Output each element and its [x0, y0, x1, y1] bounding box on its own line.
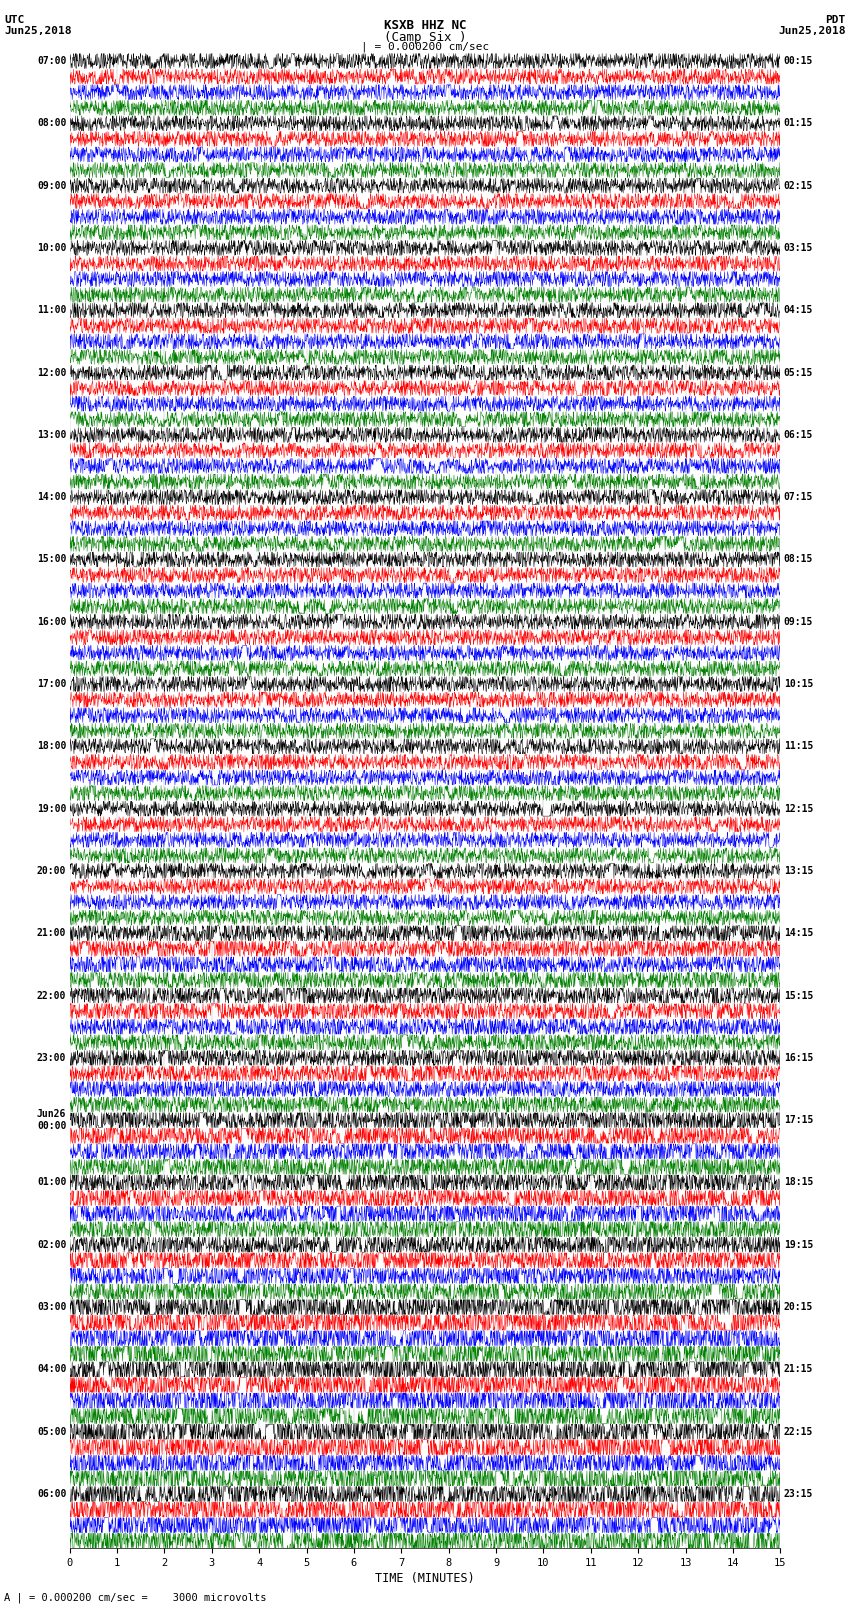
Text: 14:00: 14:00 — [37, 492, 66, 502]
Text: 10:00: 10:00 — [37, 244, 66, 253]
Text: 09:15: 09:15 — [784, 616, 813, 627]
Text: Jun25,2018: Jun25,2018 — [779, 26, 846, 35]
Text: Jun25,2018: Jun25,2018 — [4, 26, 71, 35]
Text: 20:00: 20:00 — [37, 866, 66, 876]
Text: 19:00: 19:00 — [37, 803, 66, 813]
Text: (Camp Six ): (Camp Six ) — [383, 31, 467, 44]
Text: 19:15: 19:15 — [784, 1240, 813, 1250]
X-axis label: TIME (MINUTES): TIME (MINUTES) — [375, 1573, 475, 1586]
Text: 05:00: 05:00 — [37, 1426, 66, 1437]
Text: 21:00: 21:00 — [37, 927, 66, 939]
Text: 02:15: 02:15 — [784, 181, 813, 190]
Text: 20:15: 20:15 — [784, 1302, 813, 1311]
Text: 17:15: 17:15 — [784, 1115, 813, 1126]
Text: 00:15: 00:15 — [784, 56, 813, 66]
Text: 06:00: 06:00 — [37, 1489, 66, 1498]
Text: 01:15: 01:15 — [784, 118, 813, 129]
Text: 22:15: 22:15 — [784, 1426, 813, 1437]
Text: 12:15: 12:15 — [784, 803, 813, 813]
Text: 05:15: 05:15 — [784, 368, 813, 377]
Text: 13:00: 13:00 — [37, 429, 66, 440]
Text: 03:00: 03:00 — [37, 1302, 66, 1311]
Text: 07:00: 07:00 — [37, 56, 66, 66]
Text: 11:15: 11:15 — [784, 742, 813, 752]
Text: 23:00: 23:00 — [37, 1053, 66, 1063]
Text: 01:00: 01:00 — [37, 1177, 66, 1187]
Text: UTC: UTC — [4, 15, 25, 24]
Text: 04:15: 04:15 — [784, 305, 813, 315]
Text: 16:00: 16:00 — [37, 616, 66, 627]
Text: Jun26
00:00: Jun26 00:00 — [37, 1110, 66, 1131]
Text: 23:15: 23:15 — [784, 1489, 813, 1498]
Text: PDT: PDT — [825, 15, 846, 24]
Text: A | = 0.000200 cm/sec =    3000 microvolts: A | = 0.000200 cm/sec = 3000 microvolts — [4, 1592, 267, 1603]
Text: 06:15: 06:15 — [784, 429, 813, 440]
Text: 22:00: 22:00 — [37, 990, 66, 1000]
Text: 16:15: 16:15 — [784, 1053, 813, 1063]
Text: 11:00: 11:00 — [37, 305, 66, 315]
Text: 15:00: 15:00 — [37, 555, 66, 565]
Text: 03:15: 03:15 — [784, 244, 813, 253]
Text: 14:15: 14:15 — [784, 927, 813, 939]
Text: 08:00: 08:00 — [37, 118, 66, 129]
Text: | = 0.000200 cm/sec: | = 0.000200 cm/sec — [361, 42, 489, 53]
Text: 09:00: 09:00 — [37, 181, 66, 190]
Text: 18:00: 18:00 — [37, 742, 66, 752]
Text: 10:15: 10:15 — [784, 679, 813, 689]
Text: 21:15: 21:15 — [784, 1365, 813, 1374]
Text: 02:00: 02:00 — [37, 1240, 66, 1250]
Text: 12:00: 12:00 — [37, 368, 66, 377]
Text: 07:15: 07:15 — [784, 492, 813, 502]
Text: 15:15: 15:15 — [784, 990, 813, 1000]
Text: 17:00: 17:00 — [37, 679, 66, 689]
Text: 08:15: 08:15 — [784, 555, 813, 565]
Text: 13:15: 13:15 — [784, 866, 813, 876]
Text: 04:00: 04:00 — [37, 1365, 66, 1374]
Text: 18:15: 18:15 — [784, 1177, 813, 1187]
Text: KSXB HHZ NC: KSXB HHZ NC — [383, 18, 467, 32]
